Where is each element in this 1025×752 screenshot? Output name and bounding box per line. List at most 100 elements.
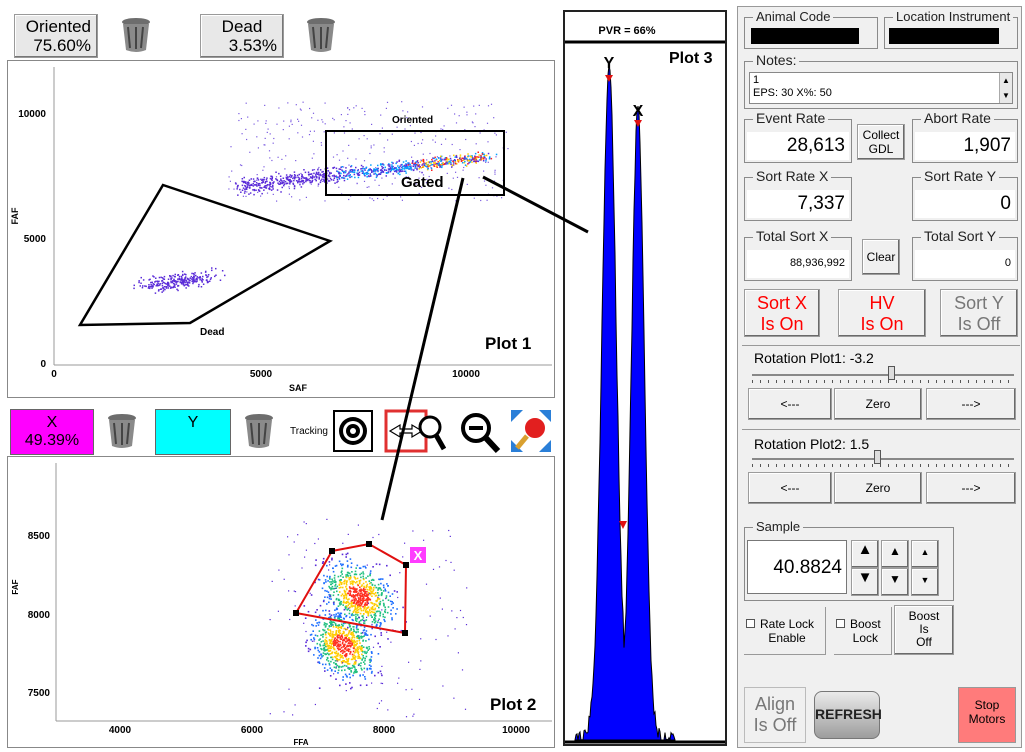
sort-rate-y-value: 0 (915, 190, 1015, 218)
total-sort-y-label: Total Sort Y (921, 228, 1000, 244)
tracking-target-icon[interactable] (333, 410, 373, 452)
plot1-title: Plot 1 (485, 334, 531, 353)
animal-code-field[interactable] (751, 28, 859, 44)
rate-lock-label: Rate Lock Enable (760, 617, 815, 645)
gate-oriented-label: Oriented (392, 115, 433, 126)
pvr-label: PVR = 66% (598, 25, 655, 37)
align-status-button[interactable]: Align Is Off (744, 687, 806, 743)
hv-status-button[interactable]: HV Is On (838, 289, 926, 337)
rate-lock-checkbox[interactable]: Rate Lock Enable (744, 607, 826, 655)
rotation1-right-button[interactable]: ---> (926, 388, 1016, 420)
gate-x-marker-label: X (414, 548, 423, 563)
sort-rate-y-label: Sort Rate Y (921, 168, 1000, 184)
trash-icon[interactable] (103, 410, 141, 450)
location-label: Location Instrument (893, 9, 1014, 24)
rotation2-slider-track[interactable] (752, 458, 1014, 460)
rotation2-left-button[interactable]: <--- (748, 472, 832, 504)
boost-status-button[interactable]: Boost Is Off (894, 605, 954, 655)
rotation1-left-button[interactable]: <--- (748, 388, 832, 420)
y-gate-button[interactable]: Y (155, 409, 231, 455)
plot2-ylabel: FAF (11, 579, 20, 594)
rotation2-right-button[interactable]: ---> (926, 472, 1016, 504)
location-group: Location Instrument (884, 9, 1018, 49)
stop-motors-button[interactable]: Stop Motors (958, 687, 1016, 743)
plot1-canvas[interactable]: Oriented Dead Gated Plot 1 10000 5000 0 … (8, 61, 554, 397)
sort-rate-x-label: Sort Rate X (753, 168, 832, 184)
sample-up-large-button[interactable]: ▲ (851, 540, 879, 568)
collect-gdl-button[interactable]: Collect GDL (857, 124, 905, 160)
oriented-percent-button[interactable]: Oriented 75.60% (14, 14, 98, 58)
y-tick: 0 (40, 359, 46, 370)
abort-rate-label: Abort Rate (921, 110, 994, 126)
animal-code-group: Animal Code (744, 9, 878, 49)
sample-up-medium-button[interactable]: ▲ (881, 540, 909, 568)
plot3-histogram[interactable]: PVR = 66% Plot 3 Y X (565, 12, 725, 744)
sort-rate-x-group: Sort Rate X 7,337 (744, 168, 852, 221)
histogram-area (574, 64, 676, 742)
sample-value: 40.8824 (747, 540, 847, 594)
rotation1-group: Rotation Plot1: -3.2 <--- Zero ---> (742, 345, 1020, 427)
rate-lock-box[interactable] (746, 619, 755, 628)
abort-rate-group: Abort Rate 1,907 (912, 110, 1018, 163)
boost-lock-box[interactable] (836, 619, 845, 628)
pan-zoom-icon[interactable] (384, 409, 446, 453)
sort-y-status-line: Is Off (957, 314, 1001, 334)
x-gate-button[interactable]: X 49.39% (10, 409, 94, 455)
dead-gate[interactable] (77, 183, 334, 327)
dead-label: Dead (221, 17, 263, 36)
y-tick: 5000 (24, 234, 47, 245)
total-sort-x-label: Total Sort X (753, 228, 832, 244)
rotation2-slider-thumb[interactable] (874, 450, 881, 464)
dead-value: 3.53% (228, 36, 277, 55)
rotation1-slider-thumb[interactable] (888, 366, 895, 380)
event-rate-value: 28,613 (747, 132, 849, 160)
plot1-ylabel: FAF (10, 207, 20, 225)
align-status-line: Is Off (753, 715, 797, 735)
sort-x-status-line: Is On (760, 314, 804, 334)
rotation1-slider-track[interactable] (752, 374, 1014, 376)
location-field[interactable] (889, 28, 999, 44)
sort-y-status-button[interactable]: Sort Y Is Off (940, 289, 1018, 337)
zoom-out-icon[interactable] (458, 410, 502, 454)
total-sort-y-group: Total Sort Y 0 (912, 228, 1018, 281)
sort-x-status-button[interactable]: Sort X Is On (744, 289, 820, 337)
y-tick: 10000 (18, 109, 46, 120)
x-sort-gate[interactable] (294, 542, 408, 635)
sample-up-small-button[interactable]: ▲ (911, 540, 939, 568)
notes-group: Notes: 1 EPS: 30 X%: 50 ▲ ▼ (744, 52, 1018, 109)
trash-icon[interactable] (302, 14, 340, 54)
boost-lock-label: Boost Lock (850, 617, 881, 645)
rotation2-zero-button[interactable]: Zero (834, 472, 922, 504)
sort-x-status-line: Sort X (756, 293, 808, 313)
rotation2-ticks (752, 464, 1014, 467)
plot2-canvas[interactable]: X Plot 2 8500 8000 7500 4000 6000 8000 1… (8, 457, 554, 747)
sample-down-medium-button[interactable]: ▼ (881, 568, 909, 596)
clear-button[interactable]: Clear (862, 239, 900, 275)
notes-scrollbar[interactable]: ▲ ▼ (999, 73, 1012, 103)
control-panel: Animal Code Location Instrument Notes: 1… (737, 6, 1022, 748)
sample-down-small-button[interactable]: ▼ (911, 568, 939, 596)
boost-lock-checkbox[interactable]: Boost Lock (834, 607, 892, 655)
trash-icon[interactable] (117, 14, 155, 54)
reset-zoom-icon[interactable] (509, 408, 553, 454)
y-tick: 8000 (28, 610, 51, 621)
oriented-value: 75.60% (33, 36, 91, 55)
refresh-button[interactable]: REFRESH (814, 691, 882, 739)
dead-percent-button[interactable]: Dead 3.53% (200, 14, 284, 58)
gated-label: Gated (401, 174, 444, 191)
plot3-title: Plot 3 (669, 50, 713, 67)
x-gate-value: 49.39% (24, 432, 80, 449)
plot2-panel: X Plot 2 8500 8000 7500 4000 6000 8000 1… (7, 456, 555, 748)
notes-textarea[interactable]: 1 EPS: 30 X%: 50 ▲ ▼ (749, 72, 1013, 104)
sort-rate-x-value: 7,337 (747, 190, 849, 218)
align-status-line: Align (754, 694, 796, 714)
rotation1-label: Rotation Plot1: -3.2 (754, 350, 874, 366)
sample-down-large-button[interactable]: ▼ (851, 568, 879, 596)
plot1-panel: Oriented Dead Gated Plot 1 10000 5000 0 … (7, 60, 555, 398)
rotation1-zero-button[interactable]: Zero (834, 388, 922, 420)
sample-label: Sample (753, 519, 804, 534)
plot2-xlabel: FFA (293, 738, 308, 747)
rotation2-label: Rotation Plot2: 1.5 (754, 436, 870, 452)
trash-icon[interactable] (240, 410, 278, 450)
peak-x-marker (634, 120, 642, 127)
